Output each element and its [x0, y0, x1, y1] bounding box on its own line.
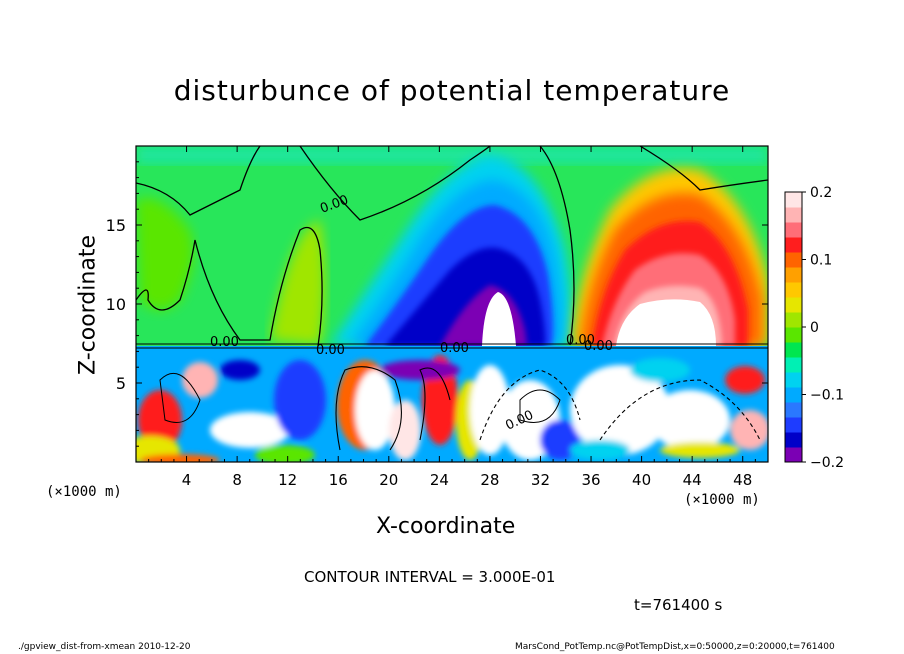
- footer-right: MarsCond_PotTemp.nc@PotTempDist,x=0:5000…: [515, 642, 835, 652]
- y-axis: 5 10 15: [106, 161, 768, 447]
- x-tick-label: 24: [430, 471, 449, 489]
- x-axis-label: X-coordinate: [376, 514, 516, 539]
- colorbar-swatch: [785, 282, 802, 298]
- contour-label: 0.00: [316, 343, 345, 358]
- colorbar-tick-label: 0.2: [810, 185, 832, 201]
- y-tick-label: 5: [116, 374, 126, 393]
- field-fill: [136, 146, 768, 462]
- y-axis-label: Z-coordinate: [75, 235, 101, 375]
- colorbar-swatch: [785, 207, 802, 223]
- colorbar-swatch: [785, 342, 802, 358]
- colorbar-swatch: [785, 237, 802, 253]
- colorbar-swatch: [785, 252, 802, 268]
- x-tick-label: 8: [232, 471, 242, 489]
- colorbar-swatch: [785, 372, 802, 388]
- x-tick-label: 32: [531, 471, 550, 489]
- colorbar-swatch: [785, 387, 802, 403]
- colorbar-tick-label: −0.1: [810, 388, 844, 404]
- colorbar-swatch: [785, 267, 802, 283]
- colorbar: 0.2 0.1 0 −0.1 −0.2: [784, 185, 844, 471]
- x-tick-label: 36: [581, 471, 600, 489]
- time-label: t=761400 s: [634, 596, 723, 614]
- x-tick-label: 40: [632, 471, 651, 489]
- colorbar-tick-label: −0.2: [810, 455, 844, 471]
- x-tick-label: 48: [733, 471, 752, 489]
- x-tick-label: 28: [480, 471, 499, 489]
- x-tick-label: 44: [683, 471, 702, 489]
- contour-label: 0.00: [566, 333, 595, 348]
- colorbar-swatch: [785, 357, 802, 373]
- colorbar-swatch: [785, 297, 802, 313]
- colorbar-tick-label: 0: [810, 320, 819, 336]
- colorbar-swatch: [785, 447, 802, 463]
- x-axis: 4 8 12 16 20 24 28 32 36 40 44 48: [148, 146, 756, 489]
- contour-label: 0.00: [584, 339, 613, 354]
- colorbar-swatch: [785, 432, 802, 448]
- colorbar-swatch: [785, 417, 802, 433]
- colorbar-swatch: [785, 192, 802, 208]
- colorbar-tick-label: 0.1: [810, 253, 832, 269]
- x-tick-label: 4: [182, 471, 192, 489]
- x-tick-label: 16: [329, 471, 348, 489]
- contour-label: 0.00: [440, 341, 469, 356]
- contour-label: 0.00: [210, 335, 239, 350]
- x-unit-right: (×1000 m): [684, 492, 760, 508]
- y-tick-label: 10: [106, 295, 126, 314]
- colorbar-swatch: [785, 222, 802, 238]
- colorbar-swatch: [785, 327, 802, 343]
- y-tick-label: 15: [106, 216, 126, 235]
- contour-lines: [136, 146, 768, 451]
- colorbar-swatch: [785, 312, 802, 328]
- x-tick-label: 20: [379, 471, 398, 489]
- chart-title: disturbunce of potential temperature: [173, 74, 731, 107]
- colorbar-swatch: [785, 402, 802, 418]
- x-tick-label: 12: [278, 471, 297, 489]
- x-unit-left: (×1000 m): [46, 484, 122, 500]
- contour-interval-label: CONTOUR INTERVAL = 3.000E-01: [304, 568, 556, 586]
- footer-left: ./gpview_dist-from-xmean 2010-12-20: [18, 642, 191, 652]
